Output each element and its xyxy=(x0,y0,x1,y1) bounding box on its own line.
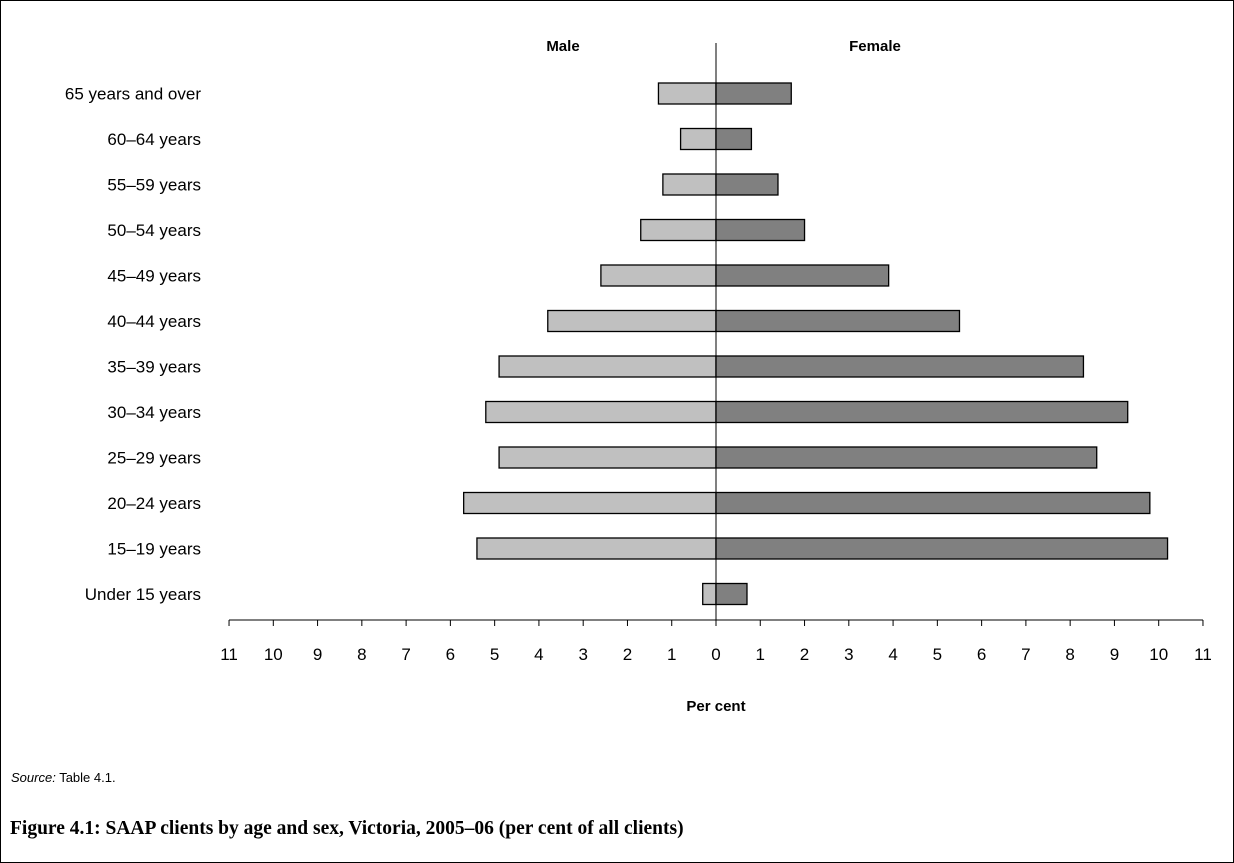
bar-female-10 xyxy=(715,127,753,151)
category-label-9: 55–59 years xyxy=(107,176,201,195)
bar-female-9 xyxy=(715,173,779,196)
category-labels: Under 15 years 15–19 years 20–24 years 25–2… xyxy=(65,85,201,605)
bar-female-3 xyxy=(715,446,1098,469)
x-tick-label-20: 9 xyxy=(1110,645,1119,664)
x-tick-label-21: 10 xyxy=(1149,645,1168,664)
population-pyramid-chart: Male Female Under 15 years 15–19 years 20–2… xyxy=(65,38,1212,715)
bar-male-0 xyxy=(702,582,717,606)
bar-male-11 xyxy=(657,82,717,105)
bar-male-8 xyxy=(640,218,717,242)
x-tick-label-3: 8 xyxy=(357,645,366,664)
x-tick-label-2: 9 xyxy=(313,645,322,664)
bar-male-5 xyxy=(498,355,717,378)
category-label-3: 25–29 years xyxy=(107,449,201,468)
x-tick-label-5: 6 xyxy=(446,645,455,664)
bar-female-11 xyxy=(715,82,792,105)
bar-male-4 xyxy=(485,400,717,424)
category-label-0: Under 15 years xyxy=(85,585,201,604)
x-tick-label-0: 11 xyxy=(220,645,238,664)
x-tick-label-15: 4 xyxy=(888,645,897,664)
series-header-female: Female xyxy=(849,38,901,55)
series-headers: Male Female xyxy=(546,38,901,55)
bar-male-9 xyxy=(662,173,717,196)
x-tick-label-13: 2 xyxy=(800,645,809,664)
x-tick-label-12: 1 xyxy=(756,645,765,664)
bar-female-6 xyxy=(715,309,961,333)
bar-female-1 xyxy=(715,537,1169,560)
category-label-7: 45–49 years xyxy=(107,267,201,286)
x-tick-label-19: 8 xyxy=(1065,645,1074,664)
category-label-10: 60–64 years xyxy=(107,130,201,149)
bar-male-6 xyxy=(547,309,717,333)
bar-male-3 xyxy=(498,446,717,469)
source-note: Source: Table 4.1. xyxy=(11,770,116,785)
x-tick-label-16: 5 xyxy=(933,645,942,664)
bar-female-2 xyxy=(715,491,1151,515)
x-tick-label-18: 7 xyxy=(1021,645,1030,664)
x-axis-label: Per cent xyxy=(686,698,745,715)
category-label-4: 30–34 years xyxy=(107,403,201,422)
x-tick-label-7: 4 xyxy=(534,645,543,664)
category-label-5: 35–39 years xyxy=(107,358,201,377)
x-tick-label-22: 11 xyxy=(1194,645,1212,664)
category-label-1: 15–19 years xyxy=(107,540,201,559)
source-text: Table 4.1. xyxy=(55,770,116,785)
bar-male-1 xyxy=(476,537,717,560)
category-label-2: 20–24 years xyxy=(107,494,201,513)
category-label-6: 40–44 years xyxy=(107,312,201,331)
x-tick-label-10: 1 xyxy=(667,645,676,664)
x-tick-label-9: 2 xyxy=(623,645,632,664)
category-label-8: 50–54 years xyxy=(107,221,201,240)
x-tick-label-6: 5 xyxy=(490,645,499,664)
series-header-male: Male xyxy=(546,38,579,55)
x-tick-label-11: 0 xyxy=(711,645,720,664)
x-axis: 11 10 9 8 7 6 5 4 3 2 1 0 1 2 3 4 5 6 7 8 9 10 11 xyxy=(220,43,1212,664)
source-label: Source: xyxy=(11,770,56,785)
x-tick-label-8: 3 xyxy=(578,645,587,664)
bar-female-8 xyxy=(715,218,806,242)
bar-male-7 xyxy=(600,264,717,287)
bar-female-5 xyxy=(715,355,1085,378)
x-tick-label-1: 10 xyxy=(264,645,283,664)
x-tick-label-17: 6 xyxy=(977,645,986,664)
figure-caption: Figure 4.1: SAAP clients by age and sex,… xyxy=(10,818,684,839)
category-label-11: 65 years and over xyxy=(65,85,201,104)
x-tick-label-4: 7 xyxy=(401,645,410,664)
bar-female-7 xyxy=(715,264,890,287)
x-tick-label-14: 3 xyxy=(844,645,853,664)
bar-male-2 xyxy=(463,491,717,515)
bar-female-0 xyxy=(715,582,748,606)
bar-male-10 xyxy=(679,127,717,151)
bars xyxy=(463,82,1169,606)
bar-female-4 xyxy=(715,400,1129,424)
